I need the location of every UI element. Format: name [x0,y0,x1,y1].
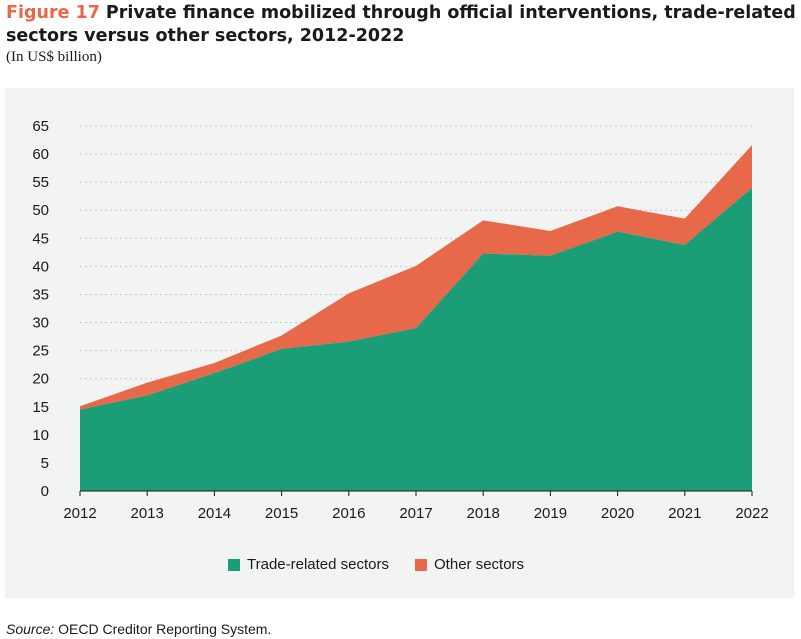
area-chart: 0 5 10 15 20 25 30 35 40 45 50 55 60 65 2012 2013 2014 20… [32,118,768,522]
legend-swatch-other [415,558,428,571]
y-tick-label: 20 [32,371,49,388]
legend-item-trade: Trade-related sectors [228,556,389,573]
y-tick-label: 45 [32,230,49,247]
y-tick-label: 5 [41,455,49,472]
y-tick-label: 65 [32,118,49,135]
source-text: OECD Creditor Reporting System. [58,621,272,637]
y-tick-label: 55 [32,174,49,191]
legend-label-trade: Trade-related sectors [247,556,390,573]
x-tick-label: 2020 [601,505,634,522]
chart-title-line-2: sectors versus other sectors, 2012-2022 [6,26,405,46]
x-tick-label: 2013 [131,505,164,522]
figure-label: Figure 17 [6,3,100,23]
y-tick-label: 50 [32,202,49,219]
chart-title-text: Private finance mobilized through offici… [105,3,796,23]
series-area-other-sectors [80,145,752,410]
legend-label-other: Other sectors [434,556,525,573]
y-tick-label: 60 [32,146,49,163]
y-tick-label: 10 [32,427,49,444]
x-tick-label: 2018 [467,505,500,522]
x-tick-label: 2022 [735,505,768,522]
x-tick-label: 2021 [668,505,701,522]
chart-subtitle: (In US$ billion) [6,49,102,65]
chart-title-line-1: Figure 17 Private finance mobilized throu… [6,2,796,25]
legend-item-other: Other sectors [415,556,524,573]
y-tick-label: 30 [32,315,49,332]
chart-legend: Trade-related sectors Other sectors [228,556,524,573]
x-tick-label: 2017 [399,505,432,522]
x-tick-label: 2014 [198,505,231,522]
x-tick-label: 2015 [265,505,298,522]
y-tick-label: 40 [32,258,49,275]
x-tick-label: 2012 [63,505,96,522]
y-tick-label: 35 [32,286,49,303]
series-area-trade-related [80,187,752,491]
source-note: Source: OECD Creditor Reporting System. [6,621,271,637]
source-label: Source: [6,621,55,637]
x-tick-label: 2019 [534,505,567,522]
y-tick-label: 15 [32,399,49,416]
x-tick-label: 2016 [332,505,365,522]
y-tick-label: 0 [41,483,49,500]
y-tick-label: 25 [32,343,49,360]
chart-title-block: Figure 17 Private finance mobilized throu… [6,2,796,66]
legend-swatch-trade [228,558,240,571]
